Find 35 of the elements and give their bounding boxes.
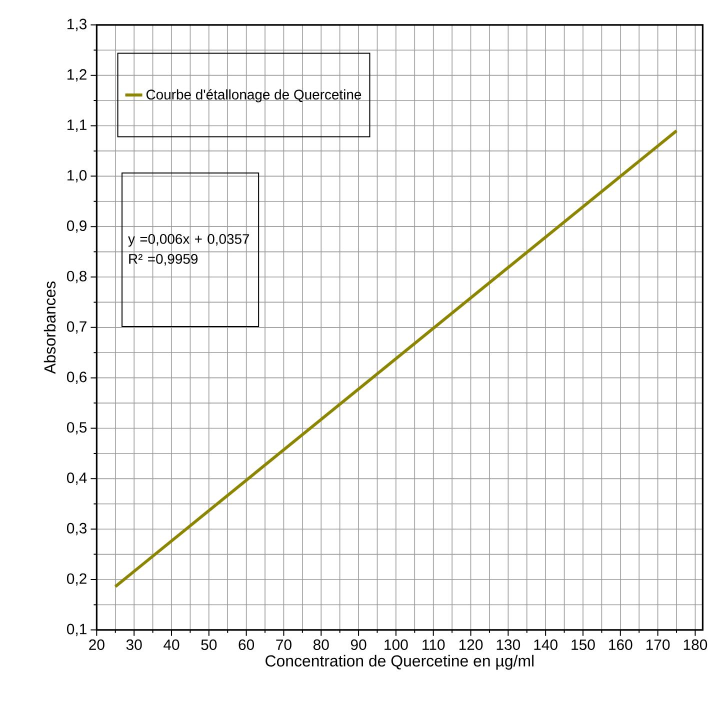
annotation: R² =0,9959 <box>129 254 198 266</box>
y-tick-label: 0,9 <box>66 220 86 233</box>
x-tick-label: 30 <box>126 640 142 650</box>
y-tick-label: 0,2 <box>66 573 86 586</box>
x-tick-label: 110 <box>422 640 445 650</box>
x-tick-label: 100 <box>384 640 408 650</box>
x-tick-label: 160 <box>609 640 632 650</box>
y-tick-label: 0,7 <box>66 321 86 334</box>
annotation: y =0,006x + 0,0357 <box>128 234 250 247</box>
y-tick-label: 0,8 <box>66 270 87 284</box>
y-tick-label: 0,1 <box>66 624 86 636</box>
y-axis-title: Absorbances <box>44 282 56 374</box>
x-tick-label: 150 <box>572 640 595 650</box>
x-axis-title: Concentration de Quercetine en µg/ml <box>266 655 534 670</box>
y-tick-label: 0,3 <box>66 523 87 536</box>
x-tick-label: 70 <box>276 640 292 650</box>
x-tick-label: 170 <box>646 640 670 650</box>
y-tick-label: 1,0 <box>68 170 87 182</box>
y-tick-label: 1,1 <box>68 120 86 132</box>
x-tick-label: 120 <box>459 640 483 650</box>
y-tick-label: 0,5 <box>66 422 87 435</box>
y-tick-label: 0,6 <box>66 372 87 384</box>
y-tick-label: 0,4 <box>66 472 87 485</box>
x-tick-label: 180 <box>684 640 708 650</box>
y-tick-label: 1,3 <box>68 18 87 32</box>
x-tick-label: 140 <box>534 640 558 650</box>
x-tick-label: 50 <box>201 640 217 650</box>
x-tick-label: 40 <box>164 640 180 650</box>
legend-label: Courbe d'étallonage de Quercetine <box>146 89 362 102</box>
y-tick-label: 1,2 <box>68 69 86 82</box>
x-tick-label: 130 <box>496 640 520 650</box>
x-tick-label: 20 <box>89 640 104 650</box>
x-tick-label: 90 <box>350 640 366 650</box>
x-tick-label: 60 <box>238 640 254 650</box>
x-tick-label: 80 <box>313 640 329 650</box>
